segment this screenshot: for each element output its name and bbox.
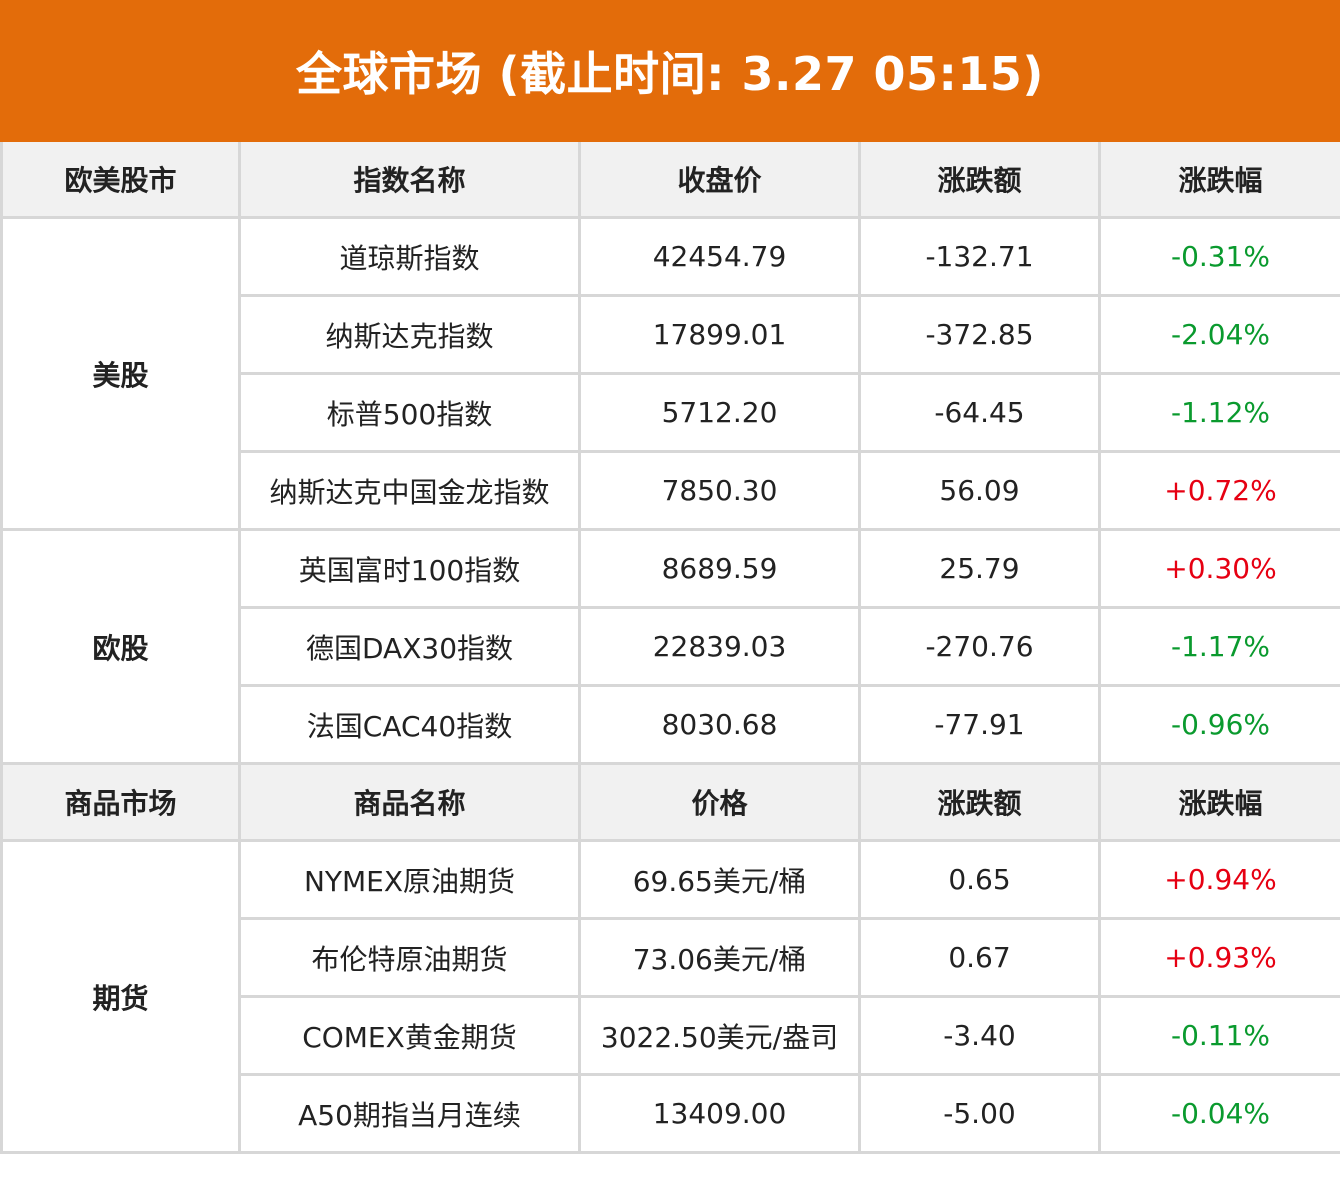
group-label: 欧股	[0, 528, 241, 765]
table-header-row: 商品市场 商品名称 价格 涨跌额 涨跌幅	[0, 762, 1340, 842]
table-header-row: 欧美股市 指数名称 收盘价 涨跌额 涨跌幅	[0, 142, 1340, 219]
price-value: 5712.20	[578, 372, 861, 453]
change-pct-value: -2.04%	[1098, 294, 1340, 375]
table-row: 欧股 英国富时100指数 8689.59 25.79 +0.30%	[0, 528, 1340, 765]
name-header: 商品名称	[238, 762, 581, 842]
change-header: 涨跌额	[858, 142, 1101, 219]
instrument-name: COMEX黄金期货	[238, 995, 581, 1076]
price-value: 13409.00	[578, 1073, 861, 1154]
change-pct-value: -1.17%	[1098, 606, 1340, 687]
market-header: 欧美股市	[0, 142, 241, 219]
table-row: 标普500指数 5712.20 -64.45 -1.12%	[2, 372, 1340, 453]
instrument-name: 纳斯达克指数	[238, 294, 581, 375]
instrument-name: 纳斯达克中国金龙指数	[238, 450, 581, 531]
market-table-body: 欧美股市 指数名称 收盘价 涨跌额 涨跌幅 美股 道琼斯指数 42454.79 -132.71-…	[0, 142, 1340, 1154]
table-row: 美股 道琼斯指数 42454.79 -132.71 -0.31%	[0, 216, 1340, 531]
table-row: 德国DAX30指数 22839.03 -270.76 -1.17%	[2, 606, 1340, 687]
table-row: 法国CAC40指数 8030.68 -77.91 -0.96%	[2, 684, 1340, 765]
instrument-name: 道琼斯指数	[238, 216, 581, 297]
change-value: -5.00	[858, 1073, 1101, 1154]
market-table: 欧美股市 指数名称 收盘价 涨跌额 涨跌幅 美股 道琼斯指数 42454.79 -132.71-…	[0, 142, 1340, 1154]
table-row: A50期指当月连续 13409.00 -5.00 -0.04%	[2, 1073, 1340, 1154]
instrument-name: 德国DAX30指数	[238, 606, 581, 687]
price-value: 7850.30	[578, 450, 861, 531]
price-header: 价格	[578, 762, 861, 842]
price-value: 8689.59	[578, 528, 861, 609]
change-pct-value: -0.31%	[1098, 216, 1340, 297]
change-value: -270.76	[858, 606, 1101, 687]
change-pct-value: -0.96%	[1098, 684, 1340, 765]
change-value: -3.40	[858, 995, 1101, 1076]
instrument-name: 标普500指数	[238, 372, 581, 453]
group-label: 期货	[0, 839, 241, 1154]
table-row: 期货 NYMEX原油期货 69.65美元/桶 0.65 +0.94%	[0, 839, 1340, 1154]
price-value: 73.06美元/桶	[578, 917, 861, 998]
name-header: 指数名称	[238, 142, 581, 219]
change-value: 0.65	[858, 839, 1101, 920]
instrument-name: NYMEX原油期货	[238, 839, 581, 920]
instrument-name: 法国CAC40指数	[238, 684, 581, 765]
price-value: 17899.01	[578, 294, 861, 375]
change-pct-value: -1.12%	[1098, 372, 1340, 453]
price-value: 22839.03	[578, 606, 861, 687]
instrument-name: A50期指当月连续	[238, 1073, 581, 1154]
change-header: 涨跌额	[858, 762, 1101, 842]
price-value: 69.65美元/桶	[578, 839, 861, 920]
change-pct-value: +0.30%	[1098, 528, 1340, 609]
change-value: -77.91	[858, 684, 1101, 765]
change-pct-header: 涨跌幅	[1098, 142, 1340, 219]
change-pct-value: -0.04%	[1098, 1073, 1340, 1154]
table-row: 纳斯达克指数 17899.01 -372.85 -2.04%	[2, 294, 1340, 375]
change-value: -132.71	[858, 216, 1101, 297]
market-header: 商品市场	[0, 762, 241, 842]
change-pct-value: +0.72%	[1098, 450, 1340, 531]
instrument-name: 英国富时100指数	[238, 528, 581, 609]
price-value: 8030.68	[578, 684, 861, 765]
change-pct-value: +0.93%	[1098, 917, 1340, 998]
change-value: -372.85	[858, 294, 1101, 375]
change-value: -64.45	[858, 372, 1101, 453]
change-value: 56.09	[858, 450, 1101, 531]
table-row: 布伦特原油期货 73.06美元/桶 0.67 +0.93%	[2, 917, 1340, 998]
table-row: COMEX黄金期货 3022.50美元/盎司 -3.40 -0.11%	[2, 995, 1340, 1076]
price-header: 收盘价	[578, 142, 861, 219]
table-row: 纳斯达克中国金龙指数 7850.30 56.09 +0.72%	[2, 450, 1340, 531]
price-value: 3022.50美元/盎司	[578, 995, 861, 1076]
price-value: 42454.79	[578, 216, 861, 297]
change-value: 25.79	[858, 528, 1101, 609]
change-pct-value: +0.94%	[1098, 839, 1340, 920]
instrument-name: 布伦特原油期货	[238, 917, 581, 998]
change-pct-header: 涨跌幅	[1098, 762, 1340, 842]
page-title: 全球市场 (截止时间: 3.27 05:15)	[0, 0, 1340, 142]
change-value: 0.67	[858, 917, 1101, 998]
group-label: 美股	[0, 216, 241, 531]
change-pct-value: -0.11%	[1098, 995, 1340, 1076]
